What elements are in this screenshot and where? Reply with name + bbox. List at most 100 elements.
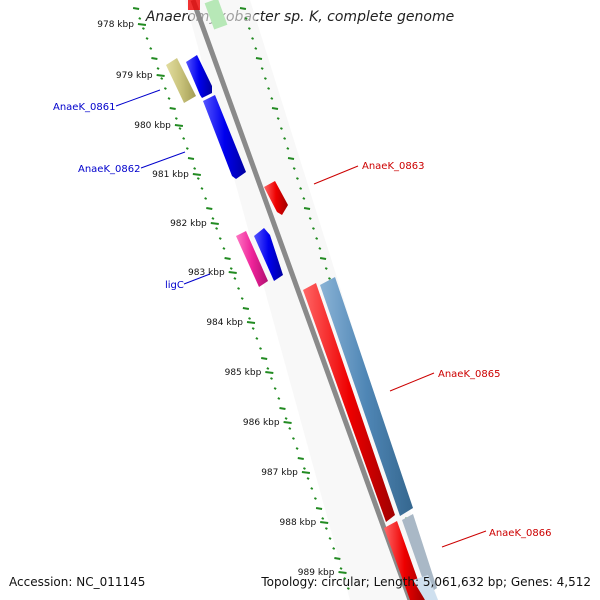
inner-major-tick xyxy=(242,307,250,310)
inner-minor-tick xyxy=(200,187,204,190)
inner-minor-tick xyxy=(332,547,336,550)
inner-ruler-ticks xyxy=(132,7,350,590)
kbp-major-tick xyxy=(192,173,201,176)
outer-minor-tick xyxy=(302,197,306,200)
feature-grey xyxy=(402,514,437,594)
inner-minor-tick xyxy=(237,287,241,290)
inner-major-tick xyxy=(187,157,195,160)
leader-anaek-0866 xyxy=(441,530,487,548)
kbp-major-tick xyxy=(210,222,219,225)
inner-minor-tick xyxy=(266,367,270,370)
outer-minor-tick xyxy=(247,27,251,30)
inner-minor-tick xyxy=(255,337,259,340)
label-anaek-0866[interactable]: AnaeK_0866 xyxy=(489,528,551,539)
kbp-tick-label: 988 kbp xyxy=(280,518,317,528)
inner-minor-tick xyxy=(167,97,171,100)
kbp-tick-label: 981 kbp xyxy=(152,170,189,180)
feature-top-green xyxy=(204,0,228,30)
inner-minor-tick xyxy=(204,197,208,200)
outer-minor-tick xyxy=(276,117,280,120)
inner-minor-tick xyxy=(328,537,332,540)
feature-pink xyxy=(236,231,268,287)
outer-minor-tick xyxy=(260,67,264,70)
outer-minor-tick xyxy=(254,47,258,50)
outer-minor-tick xyxy=(270,97,274,100)
inner-minor-tick xyxy=(185,147,189,150)
leader-anaek-0865 xyxy=(389,372,435,392)
leader-ligc xyxy=(183,273,211,285)
leader-anaek-0863 xyxy=(313,165,359,185)
kbp-tick-label: 985 kbp xyxy=(225,368,262,378)
kbp-tick-label: 986 kbp xyxy=(243,418,280,428)
label-anaek-0863[interactable]: AnaeK_0863 xyxy=(362,161,424,172)
label-anaek-0861[interactable]: AnaeK_0861 xyxy=(53,102,115,113)
feature-light-bottom xyxy=(413,575,438,600)
outer-major-tick xyxy=(239,7,247,10)
inner-minor-tick xyxy=(178,127,182,130)
inner-minor-tick xyxy=(259,347,262,350)
inner-minor-tick xyxy=(310,487,314,490)
label-ligc[interactable]: ligC xyxy=(165,280,184,291)
inner-minor-tick xyxy=(193,167,197,170)
kbp-labels: 978 kbp 979 kbp 980 kbp 981 kbp 982 kbp 983 k… xyxy=(97,20,347,578)
gene-anaek-0865-arrow[interactable] xyxy=(303,283,395,522)
kbp-major-tick xyxy=(137,23,147,26)
gene-ligc-arrow[interactable] xyxy=(254,228,283,281)
inner-minor-tick xyxy=(306,477,310,480)
inner-minor-tick xyxy=(163,87,167,90)
inner-minor-tick xyxy=(156,67,160,70)
inner-major-tick xyxy=(169,107,176,110)
inner-minor-tick xyxy=(270,377,273,380)
gene-anaek-0861-arrow[interactable] xyxy=(186,55,212,98)
kbp-major-tick xyxy=(174,124,184,127)
inner-minor-tick xyxy=(145,37,149,40)
outer-minor-tick xyxy=(263,77,267,80)
inner-minor-tick xyxy=(218,237,222,240)
inner-minor-tick xyxy=(288,427,292,430)
inner-minor-tick xyxy=(324,527,328,530)
outer-major-tick xyxy=(271,107,279,110)
kbp-major-tick xyxy=(265,371,274,374)
inner-major-tick xyxy=(279,407,286,410)
kbp-tick-label: 979 kbp xyxy=(116,71,153,81)
inner-major-tick xyxy=(132,7,140,10)
outer-minor-tick xyxy=(251,37,255,40)
inner-minor-tick xyxy=(174,117,178,120)
inner-minor-tick xyxy=(248,317,251,320)
inner-minor-tick xyxy=(302,467,306,470)
outer-minor-tick xyxy=(292,167,296,170)
inner-minor-tick xyxy=(160,77,164,80)
inner-minor-tick xyxy=(138,17,142,20)
outer-minor-tick xyxy=(299,187,303,190)
inner-minor-tick xyxy=(339,567,343,570)
kbp-tick-label: 987 kbp xyxy=(261,468,298,478)
inner-minor-tick xyxy=(321,517,325,520)
label-anaek-0865[interactable]: AnaeK_0865 xyxy=(438,369,500,380)
outer-major-tick xyxy=(303,207,311,210)
outer-minor-tick xyxy=(286,147,290,150)
inner-major-tick xyxy=(206,207,213,210)
inner-minor-tick xyxy=(229,267,233,270)
kbp-major-tick xyxy=(338,571,347,574)
inner-major-tick xyxy=(334,557,341,560)
inner-major-tick xyxy=(261,357,268,360)
inner-minor-tick xyxy=(215,227,219,230)
outer-major-tick xyxy=(255,57,263,60)
label-anaek-0862[interactable]: AnaeK_0862 xyxy=(78,164,140,175)
kbp-tick-label: 978 kbp xyxy=(97,20,134,30)
kbp-major-tick xyxy=(320,521,329,524)
inner-minor-tick xyxy=(240,297,244,300)
gene-anaek-0862-arrow[interactable] xyxy=(203,95,246,179)
outer-minor-tick xyxy=(308,217,312,220)
kbp-tick-label: 983 kbp xyxy=(188,268,225,278)
kbp-major-tick xyxy=(156,74,165,77)
inner-minor-tick xyxy=(222,247,226,250)
outer-minor-tick xyxy=(279,127,283,130)
gene-anaek-0863-arrow[interactable] xyxy=(264,181,288,215)
inner-minor-tick xyxy=(196,177,200,180)
inner-minor-tick xyxy=(182,137,186,140)
feature-steelblue xyxy=(320,277,413,516)
feature-top-red xyxy=(188,0,200,10)
inner-minor-tick xyxy=(233,277,237,280)
